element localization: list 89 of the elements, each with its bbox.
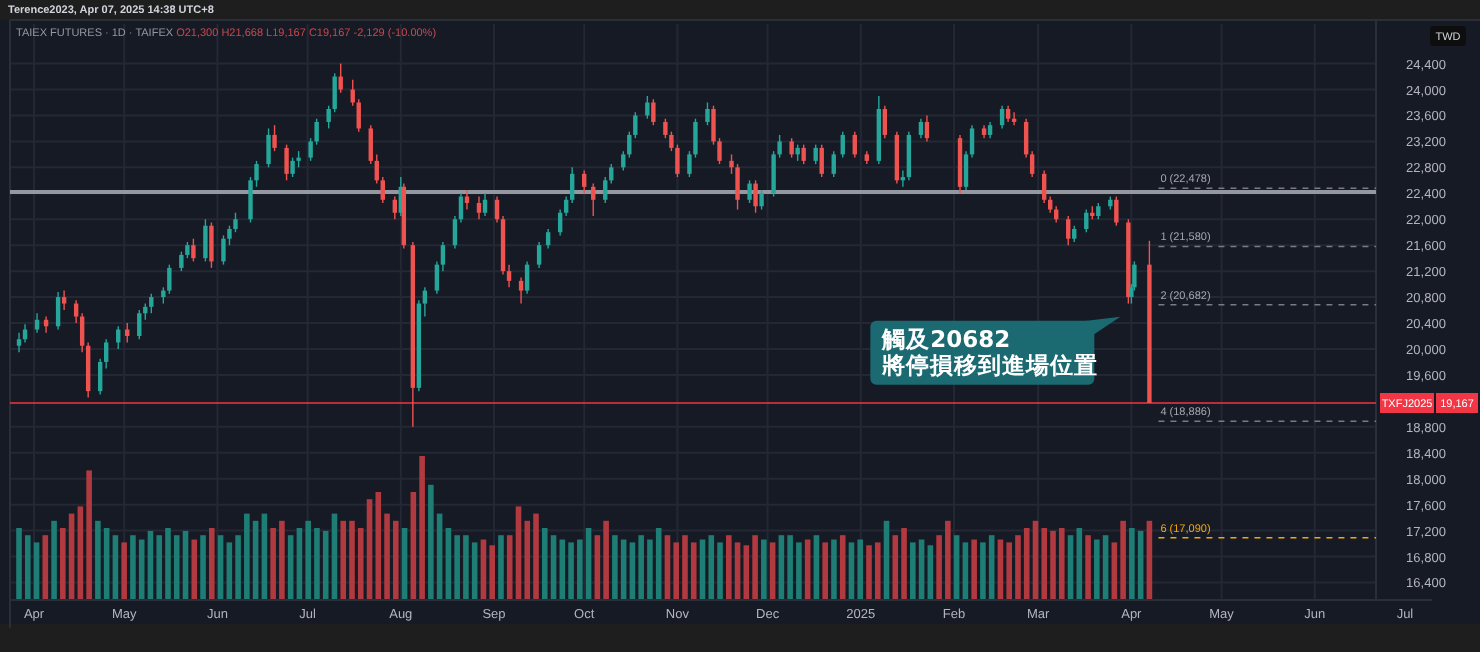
bar (375, 492, 382, 600)
bar (1120, 520, 1126, 600)
bar (541, 528, 548, 600)
bar (95, 520, 101, 600)
candlestick (591, 182, 596, 217)
candlestick (356, 98, 361, 133)
bar (761, 539, 767, 600)
bar (209, 528, 215, 600)
candlestick (819, 143, 824, 178)
candlestick (813, 143, 818, 165)
candlestick (789, 137, 794, 159)
bar (173, 535, 180, 600)
bar (498, 535, 504, 600)
candlestick (759, 189, 764, 211)
annotation: 觸及20682 將停損移到進場位置 (880, 324, 1099, 379)
candlestick (482, 192, 488, 217)
candlestick (149, 293, 154, 314)
bar (24, 535, 31, 600)
candlestick (801, 143, 806, 165)
candlestick (747, 179, 752, 204)
candlestick (753, 179, 758, 214)
candlestick (266, 127, 271, 169)
bar (892, 535, 899, 600)
candlestick (209, 221, 214, 269)
bar (130, 535, 136, 600)
candlestick (16, 332, 22, 353)
bar (831, 539, 837, 600)
bar (1085, 535, 1091, 600)
bar (980, 542, 986, 600)
candlestick (582, 169, 587, 194)
bar (910, 542, 916, 600)
candlestick (651, 98, 656, 126)
bar (603, 520, 609, 600)
candlestick (1114, 195, 1119, 227)
bar (690, 542, 697, 600)
candlestick (918, 118, 924, 139)
bar (612, 535, 618, 600)
bar (673, 542, 680, 600)
bar (971, 539, 977, 600)
bar (752, 535, 758, 600)
candlestick (179, 250, 184, 272)
candlestick (338, 62, 343, 94)
candlestick (137, 309, 142, 340)
bar (419, 456, 425, 600)
bar (428, 484, 434, 600)
bar (200, 535, 206, 600)
bar (340, 520, 347, 600)
bar (51, 520, 57, 600)
candlestick (545, 228, 551, 250)
bar (156, 535, 163, 600)
candlestick (924, 114, 930, 143)
candlestick (476, 195, 482, 220)
candlestick (524, 260, 530, 295)
candlestick (34, 312, 40, 334)
bar (857, 539, 864, 600)
candlestick (999, 105, 1005, 130)
bar (839, 535, 846, 600)
candlestick (55, 291, 61, 331)
candlestick (392, 195, 398, 220)
candlestick (284, 143, 289, 182)
candlestick (1066, 215, 1071, 246)
candlestick (272, 124, 277, 152)
bar (489, 545, 495, 600)
candlestick (882, 105, 888, 139)
candlestick (831, 150, 836, 178)
candlestick (518, 276, 524, 305)
candlestick (290, 156, 295, 178)
candlestick (645, 95, 650, 120)
bar (1094, 539, 1100, 600)
bar (1041, 528, 1048, 600)
candlestick (705, 101, 710, 126)
bar (1129, 528, 1135, 600)
candlestick (221, 234, 226, 266)
bar (874, 542, 881, 600)
candlestick (61, 289, 67, 311)
bar (708, 535, 715, 600)
bar (1023, 528, 1030, 600)
candlestick (536, 241, 542, 269)
bar (86, 470, 92, 600)
bar (121, 542, 127, 600)
candlestick (191, 238, 196, 263)
candlestick (1084, 208, 1089, 233)
candlestick (894, 130, 900, 185)
bar (1058, 528, 1065, 600)
candlestick (203, 218, 208, 263)
bar (191, 539, 198, 600)
candlestick (906, 130, 912, 182)
bar (726, 535, 732, 600)
bar (822, 542, 828, 600)
